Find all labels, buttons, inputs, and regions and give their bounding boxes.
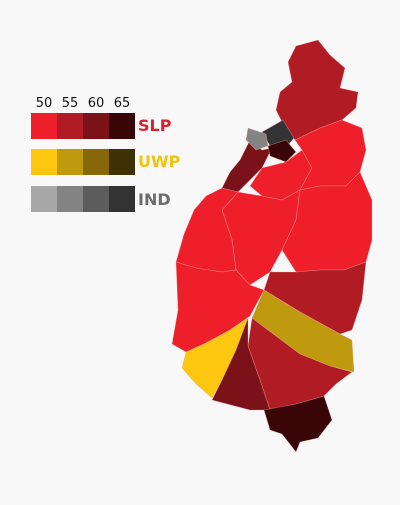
legend-swatch-ind-2 — [57, 186, 83, 212]
legend-swatch-ind-3 — [83, 186, 109, 212]
legend-label-slp: SLP — [138, 116, 172, 135]
region-castries-ind-light — [245, 127, 269, 151]
legend-threshold-65: 65 — [113, 96, 131, 111]
legend-swatch-uwp-2 — [57, 149, 83, 175]
legend-swatch-ind-4 — [109, 186, 135, 212]
legend-swatch-slp-1 — [31, 113, 57, 139]
region-west — [175, 187, 239, 273]
legend-label-ind: IND — [138, 190, 171, 209]
region-south-west — [211, 317, 271, 411]
legend-threshold-55: 55 — [61, 96, 79, 111]
legend-swatch-slp-2 — [57, 113, 83, 139]
legend-swatch-slp-3 — [83, 113, 109, 139]
region-castries-west — [221, 139, 273, 193]
region-southwest — [171, 261, 265, 353]
legend-threshold-50: 50 — [35, 96, 53, 111]
legend-label-uwp: UWP — [138, 152, 181, 171]
legend-swatch-ind-1 — [31, 186, 57, 212]
legend-swatch-uwp-4 — [109, 149, 135, 175]
legend-swatch-slp-4 — [109, 113, 135, 139]
legend-swatch-uwp-3 — [83, 149, 109, 175]
legend-swatch-uwp-1 — [31, 149, 57, 175]
legend-threshold-60: 60 — [87, 96, 105, 111]
region-vieux-fort — [263, 395, 333, 453]
region-castries-dark — [267, 139, 297, 163]
